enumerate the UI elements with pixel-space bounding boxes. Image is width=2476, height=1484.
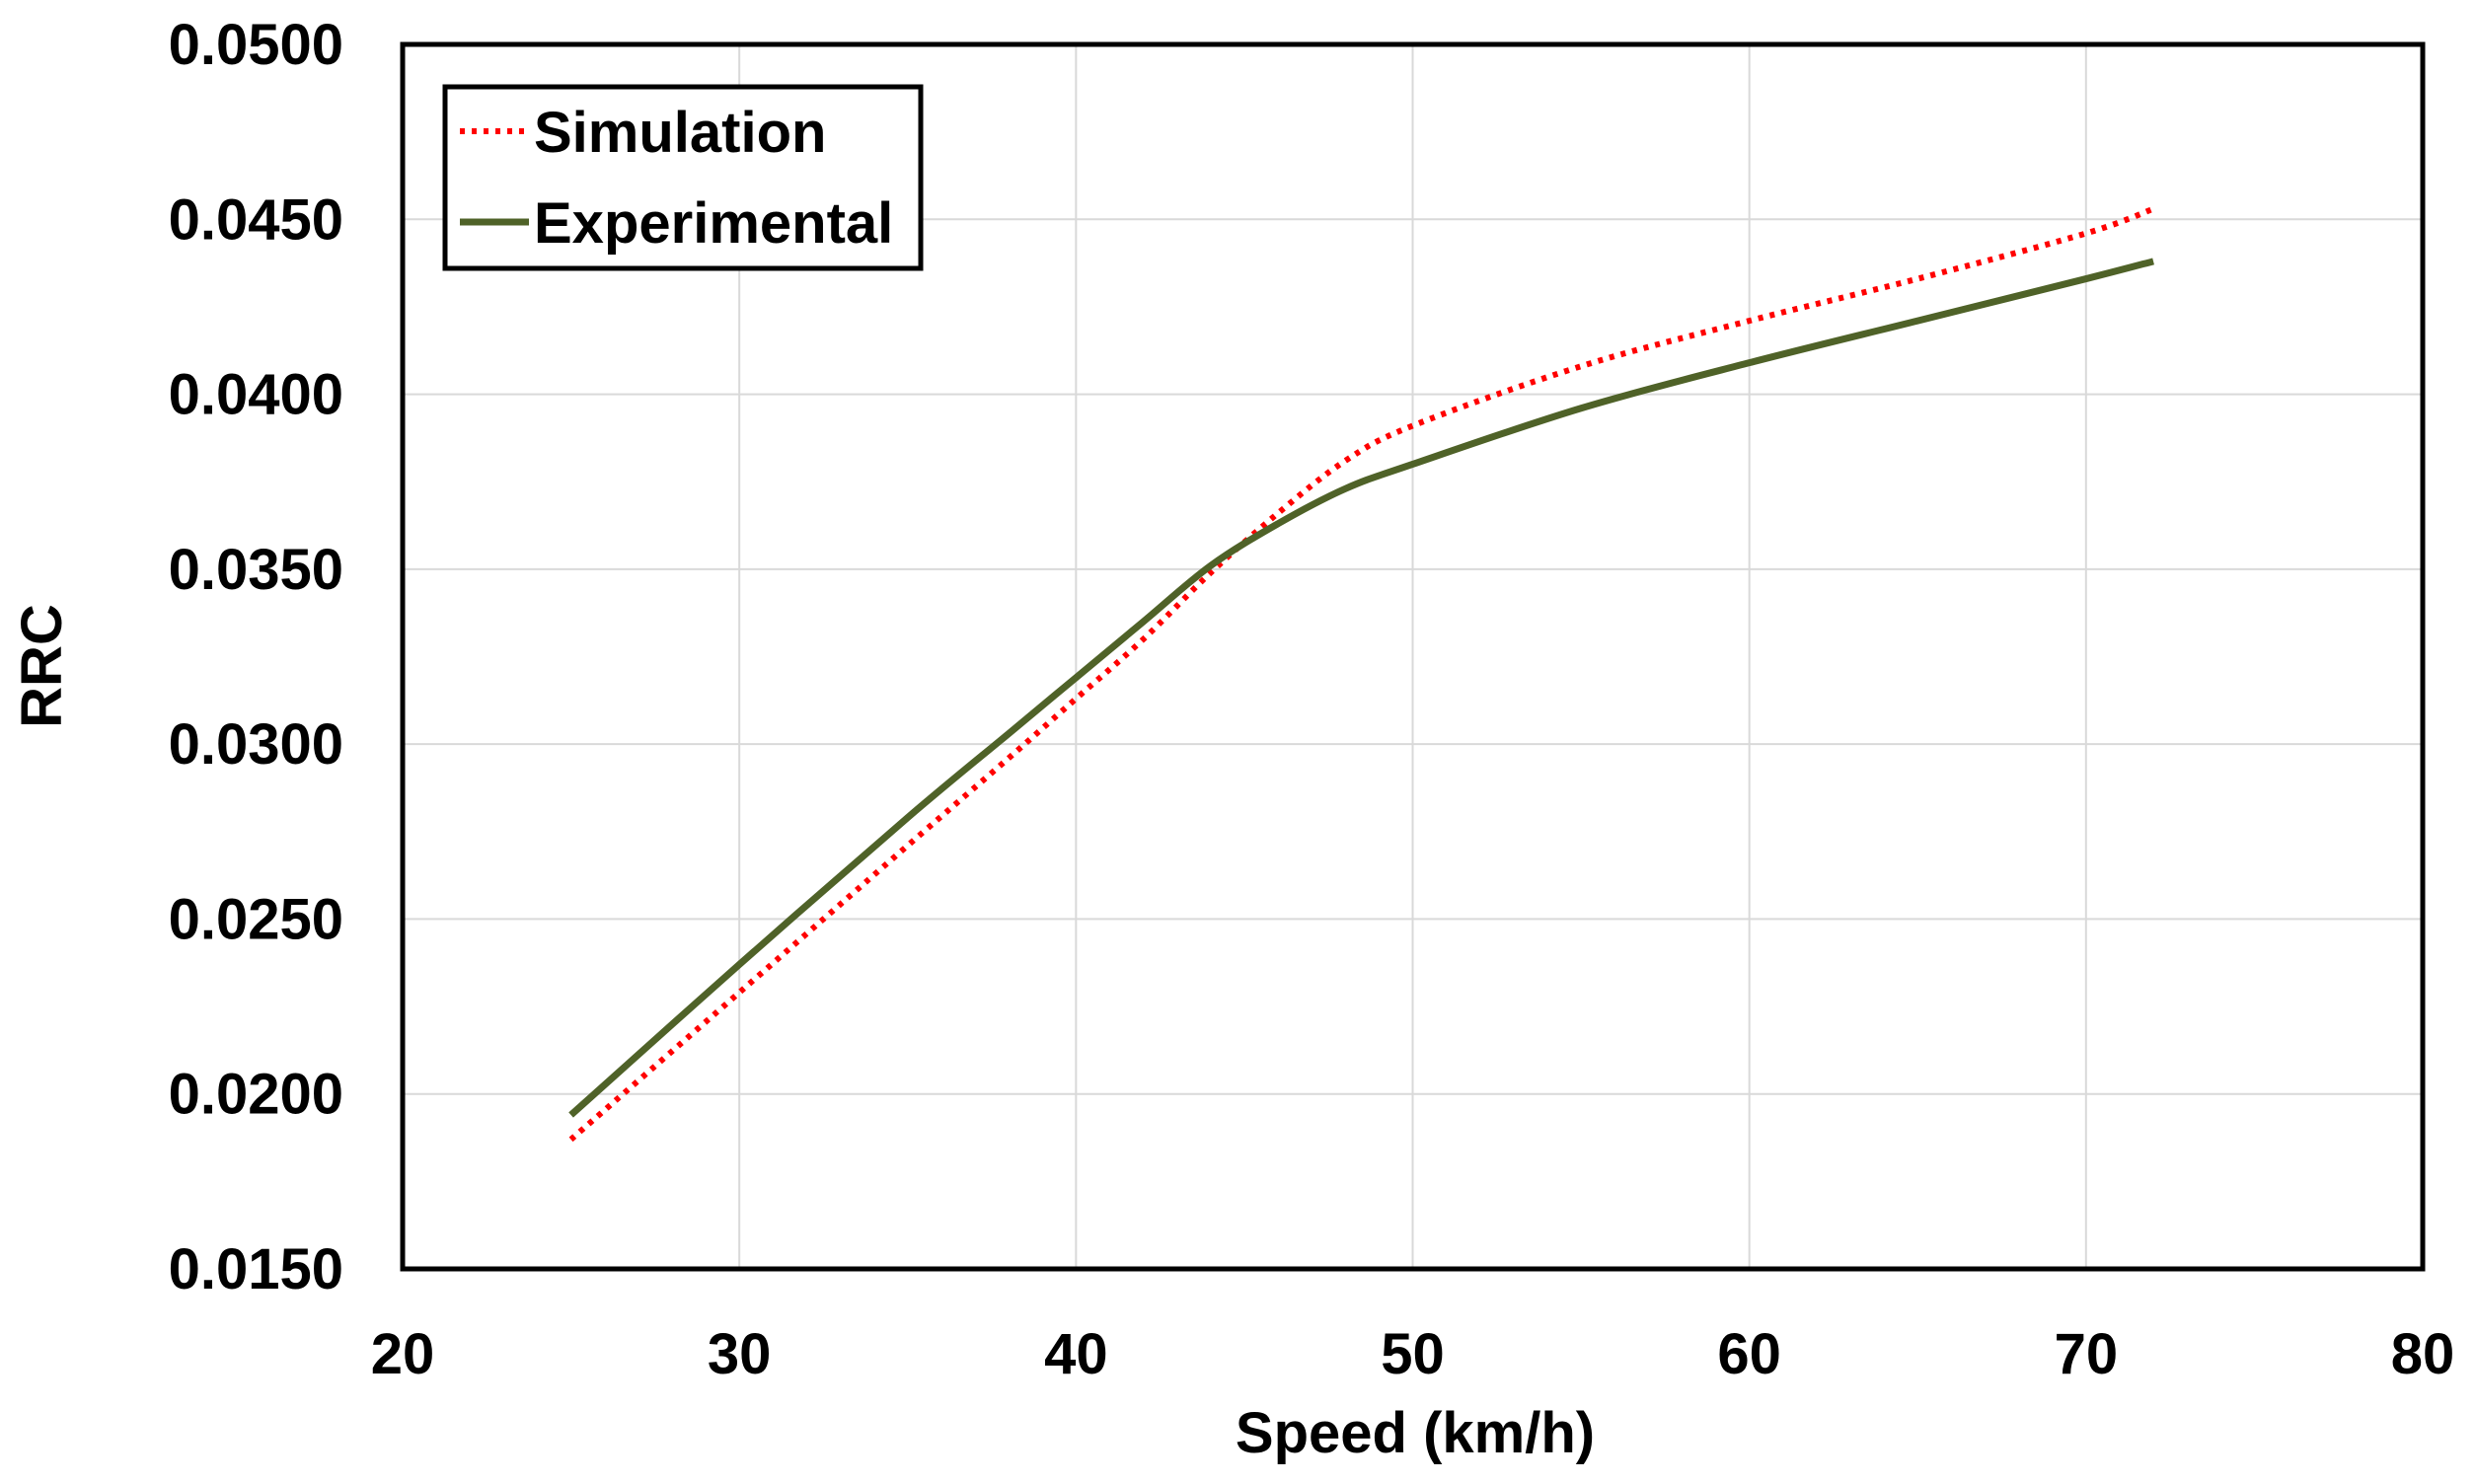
x-tick-label: 20 bbox=[371, 1322, 435, 1386]
x-tick-label: 30 bbox=[708, 1322, 772, 1386]
x-tick-label: 80 bbox=[2391, 1322, 2455, 1386]
x-tick-label: 60 bbox=[1717, 1322, 1781, 1386]
y-tick-label: 0.0300 bbox=[169, 712, 343, 777]
legend-label-simulation: Simulation bbox=[534, 101, 826, 165]
x-tick-label: 40 bbox=[1044, 1322, 1108, 1386]
x-axis-title: Speed (km/h) bbox=[1236, 1401, 1595, 1465]
y-tick-label: 0.0350 bbox=[169, 538, 343, 602]
legend: Simulation Experimental bbox=[442, 84, 924, 271]
series-line-experimental bbox=[568, 258, 2154, 1118]
y-tick-label: 0.0400 bbox=[169, 363, 343, 427]
x-tick-label: 70 bbox=[2055, 1322, 2119, 1386]
y-axis-title: RRC bbox=[10, 604, 74, 728]
y-tick-label: 0.0450 bbox=[169, 187, 343, 252]
y-tick-label: 0.0500 bbox=[169, 13, 343, 77]
series-line-simulation bbox=[568, 205, 2155, 1143]
legend-label-experimental: Experimental bbox=[534, 191, 893, 256]
x-tick-label: 50 bbox=[1381, 1322, 1445, 1386]
series-layer bbox=[568, 205, 2155, 1143]
legend-box bbox=[442, 84, 924, 271]
y-tick-label: 0.0150 bbox=[169, 1237, 343, 1301]
y-tick-label: 0.0200 bbox=[169, 1063, 343, 1127]
tick-labels: 20 30 40 50 60 70 80 0.0150 0.0200 0.0250 0.0300 0.… bbox=[169, 13, 2455, 1386]
y-tick-label: 0.0250 bbox=[169, 887, 343, 951]
plot-area-frame bbox=[400, 41, 2426, 1272]
